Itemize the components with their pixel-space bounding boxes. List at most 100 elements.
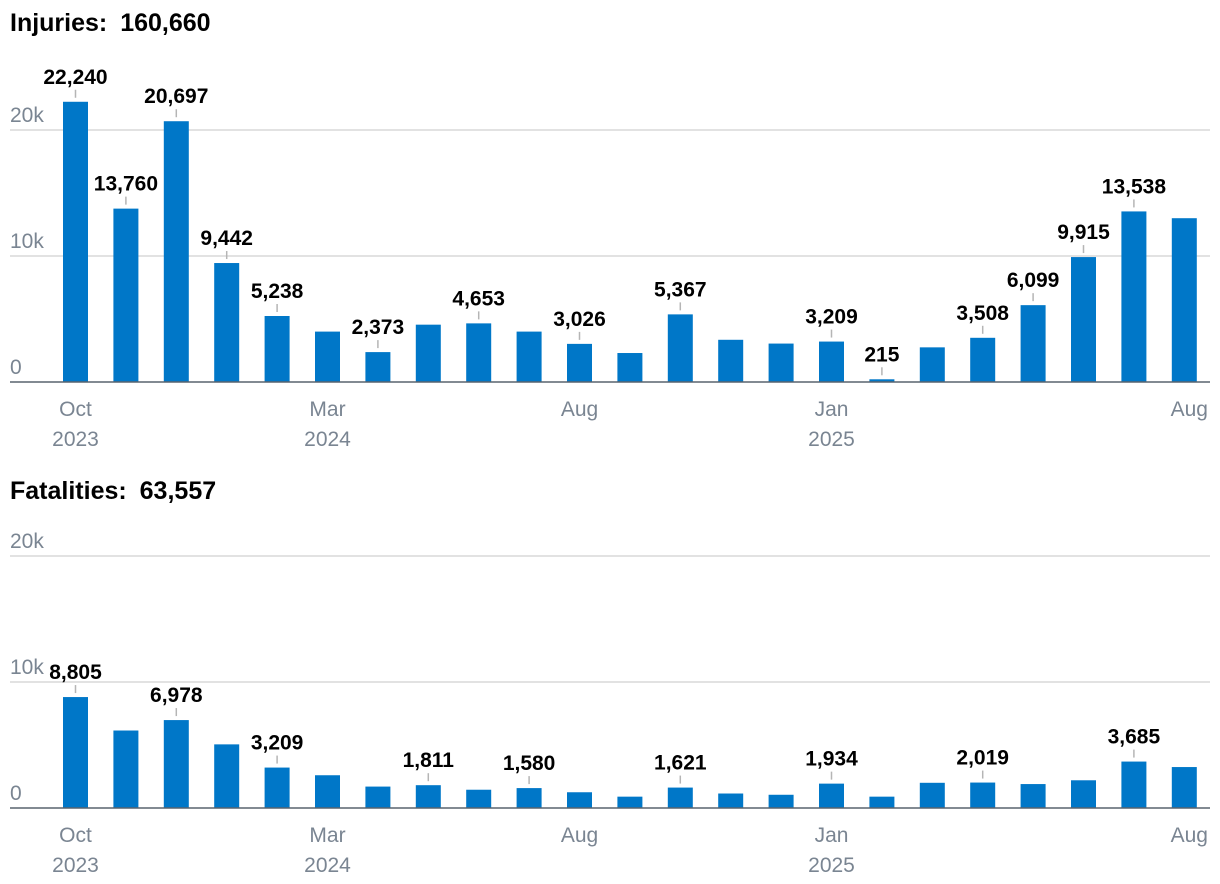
fatalities-total: 63,557 xyxy=(140,477,216,505)
fatalities-bar xyxy=(415,785,441,808)
fatalities-chart: Fatalities: 63,557 0 10k 20k 8,805 6,978 3,20… xyxy=(10,477,1210,877)
fatalities-bar xyxy=(466,789,492,808)
fatalities-title-label: Fatalities: xyxy=(10,477,127,505)
injuries-bar xyxy=(264,316,290,382)
fatalities-data-label: 1,811 xyxy=(403,749,455,772)
fatalities-bar xyxy=(113,730,139,808)
injuries-chart: Injuries: 160,660 0 10k 20k 22,240 13,760 20,… xyxy=(10,9,1210,451)
injuries-data-label: 5,367 xyxy=(654,278,707,301)
fatalities-bar xyxy=(1121,761,1147,808)
injuries-x-tick-year: 2025 xyxy=(808,428,855,451)
fatalities-bar xyxy=(315,775,340,808)
fatalities-y-tick-label: 10k xyxy=(10,656,44,679)
fatalities-bar xyxy=(768,794,794,808)
injuries-data-label: 20,697 xyxy=(144,85,208,108)
fatalities-data-label: 3,209 xyxy=(251,732,304,755)
injuries-data-label: 9,915 xyxy=(1057,221,1110,244)
injuries-data-label: 3,508 xyxy=(956,302,1009,325)
injuries-data-label: 3,209 xyxy=(805,306,858,329)
injuries-bar xyxy=(214,263,240,382)
injuries-bar xyxy=(617,353,643,382)
injuries-data-label: 215 xyxy=(864,343,899,366)
injuries-data-label: 3,026 xyxy=(553,308,606,331)
injuries-bar xyxy=(869,379,895,382)
fatalities-x-tick-year: 2023 xyxy=(52,854,99,877)
fatalities-bar xyxy=(264,767,290,808)
injuries-bar xyxy=(667,314,693,382)
fatalities-bar xyxy=(1020,784,1046,808)
injuries-bar xyxy=(919,347,945,382)
fatalities-bar xyxy=(365,786,391,808)
fatalities-bar xyxy=(617,796,643,808)
fatalities-x-tick-year: 2025 xyxy=(808,854,855,877)
fatalities-bar xyxy=(667,787,693,808)
fatalities-x-tick-month: Jan xyxy=(815,824,849,847)
injuries-bar xyxy=(63,101,88,382)
injuries-bar xyxy=(113,208,139,382)
injuries-bar xyxy=(1020,305,1046,382)
injuries-y-tick-label: 10k xyxy=(10,230,44,253)
injuries-bar xyxy=(1071,257,1096,382)
fatalities-bar xyxy=(63,697,88,808)
fatalities-y-tick-label: 0 xyxy=(10,782,22,805)
fatalities-bar xyxy=(1171,767,1197,808)
injuries-bar xyxy=(970,337,996,382)
fatalities-bar xyxy=(718,793,744,808)
injuries-x-tick-month: Mar xyxy=(309,398,345,421)
injuries-x-tick-year: 2024 xyxy=(304,428,351,451)
injuries-data-label: 9,442 xyxy=(200,227,253,250)
injuries-x-tick-month: Oct xyxy=(59,398,92,421)
fatalities-x-tick-month: Oct xyxy=(59,824,92,847)
fatalities-data-label: 1,580 xyxy=(503,752,556,775)
fatalities-data-label: 6,978 xyxy=(150,684,203,707)
injuries-data-label: 13,760 xyxy=(94,173,158,196)
injuries-bar xyxy=(768,343,794,382)
fatalities-x-tick-month: Aug xyxy=(561,824,598,847)
injuries-bar xyxy=(1171,218,1197,382)
injuries-bar xyxy=(315,331,340,382)
fatalities-bar xyxy=(869,796,895,808)
injuries-x-tick-month: Aug xyxy=(1171,398,1208,421)
injuries-bar xyxy=(466,323,492,382)
injuries-title-label: Injuries: xyxy=(10,9,107,37)
injuries-data-label: 6,099 xyxy=(1007,269,1060,292)
injuries-data-label: 2,373 xyxy=(352,316,405,339)
injuries-bar xyxy=(567,343,592,382)
fatalities-bar xyxy=(163,720,189,808)
injuries-data-label: 13,538 xyxy=(1102,175,1167,198)
fatalities-bar xyxy=(970,782,996,808)
injuries-title: Injuries: 160,660 xyxy=(10,9,211,37)
injuries-bar xyxy=(516,331,542,382)
injuries-bar xyxy=(163,121,189,382)
injuries-bar xyxy=(819,341,844,382)
injuries-bar xyxy=(718,339,744,382)
fatalities-data-label: 8,805 xyxy=(49,661,102,684)
injuries-data-label: 22,240 xyxy=(43,66,107,89)
injuries-data-label: 5,238 xyxy=(251,280,304,303)
fatalities-data-label: 1,934 xyxy=(805,748,858,771)
fatalities-x-tick-year: 2024 xyxy=(304,854,351,877)
injuries-bar xyxy=(365,352,391,382)
fatalities-title: Fatalities: 63,557 xyxy=(10,477,216,505)
fatalities-bar xyxy=(567,792,592,808)
injuries-bar xyxy=(1121,211,1147,382)
injuries-x-tick-month: Jan xyxy=(815,398,849,421)
fatalities-y-tick-label: 20k xyxy=(10,530,44,553)
fatalities-data-label: 1,621 xyxy=(654,752,707,775)
injuries-bar xyxy=(415,324,441,382)
fatalities-bar xyxy=(919,782,945,808)
fatalities-x-tick-month: Aug xyxy=(1171,824,1208,847)
fatalities-bar xyxy=(516,788,542,808)
fatalities-bar xyxy=(1071,780,1096,808)
fatalities-data-label: 2,019 xyxy=(956,747,1009,770)
injuries-x-tick-year: 2023 xyxy=(52,428,99,451)
injuries-data-label: 4,653 xyxy=(452,287,505,310)
fatalities-x-tick-month: Mar xyxy=(309,824,345,847)
injuries-x-tick-month: Aug xyxy=(561,398,598,421)
fatalities-bar xyxy=(214,744,240,808)
injuries-y-tick-label: 0 xyxy=(10,356,22,379)
injuries-total: 160,660 xyxy=(120,9,210,37)
fatalities-bar xyxy=(819,783,844,808)
injuries-y-tick-label: 20k xyxy=(10,104,44,127)
